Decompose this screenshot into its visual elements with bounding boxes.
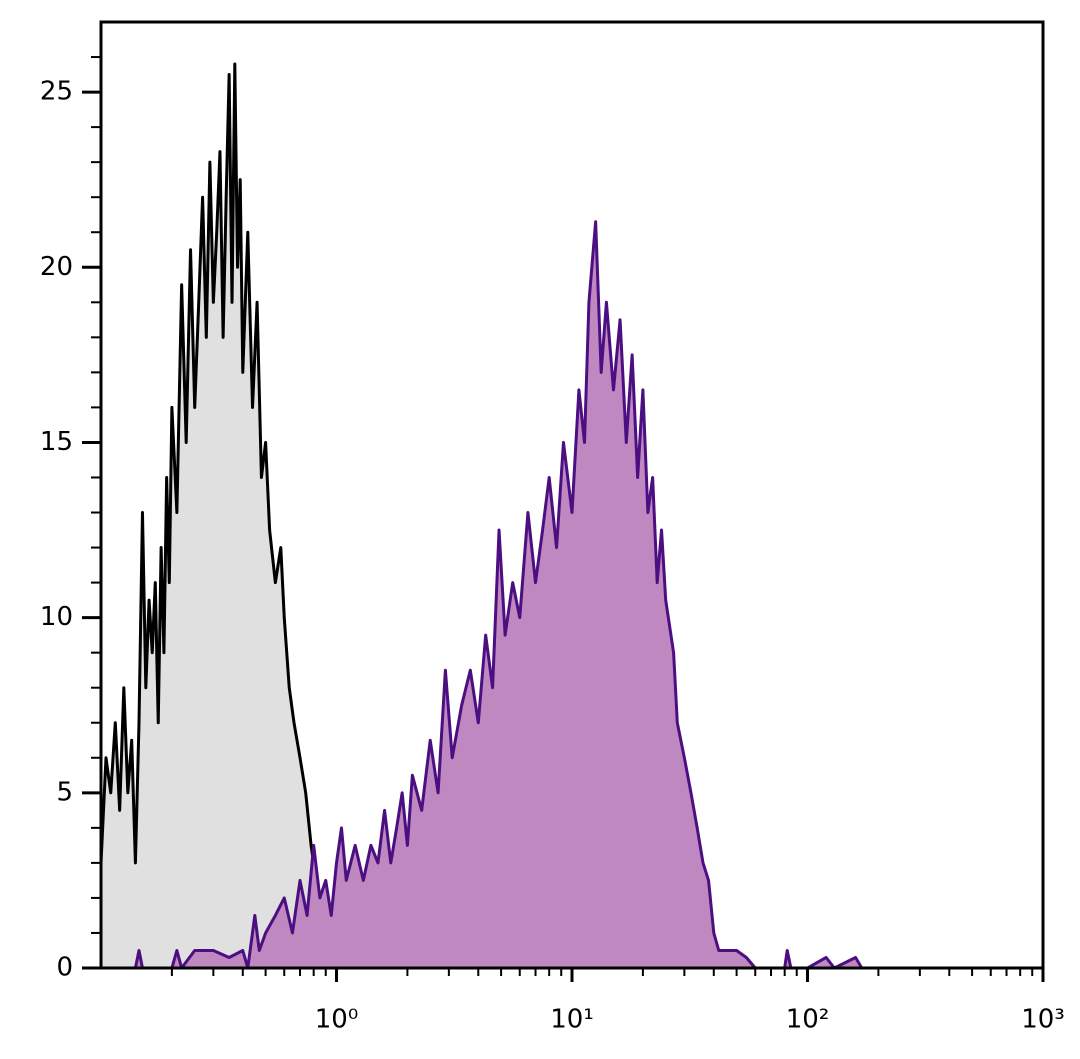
x-tick-label: 10² <box>786 1005 830 1035</box>
y-tick-label: 20 <box>40 252 73 282</box>
x-tick-label: 10⁰ <box>315 1005 359 1035</box>
histogram-line <box>99 62 337 970</box>
y-tick-label: 25 <box>40 77 73 107</box>
area-fill <box>101 64 337 969</box>
area-fill <box>135 221 862 968</box>
y-tick-label: 0 <box>56 953 73 983</box>
x-tick-label: 10¹ <box>550 1005 594 1035</box>
y-tick-label: 15 <box>40 427 73 457</box>
x-tick-label: 10³ <box>1021 1005 1065 1035</box>
y-tick-label: 5 <box>56 777 73 807</box>
y-tick-label: 10 <box>40 602 73 632</box>
histogram-line <box>133 220 864 970</box>
